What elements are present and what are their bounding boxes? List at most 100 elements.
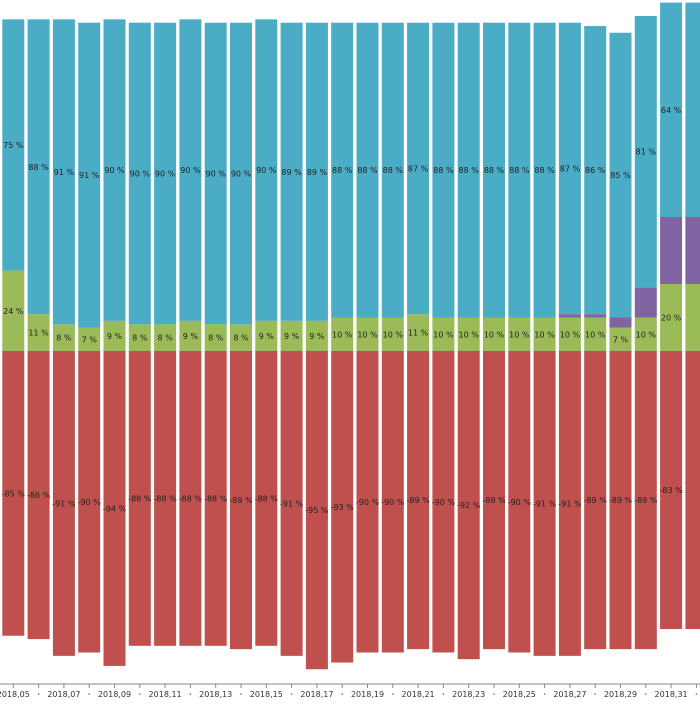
label-blue: 88 % — [332, 166, 353, 175]
label-red: -94 % — [103, 504, 127, 513]
bar-green — [103, 320, 126, 351]
label-blue: 89 % — [307, 168, 328, 177]
label-green: 8 % — [56, 334, 72, 343]
label-green: 10 % — [560, 330, 581, 339]
x-tick-dot — [290, 693, 293, 695]
label-green: 10 % — [534, 330, 555, 339]
bar-red — [230, 351, 252, 650]
label-green: 8 % — [233, 334, 249, 343]
x-axis: 2018,05 2018,07 2018,09 2018,11 2018,13 2018,… — [0, 683, 700, 699]
label-red: -91 % — [52, 499, 76, 508]
label-red: -88 % — [179, 494, 203, 503]
bar-red — [609, 351, 632, 650]
bar-blue — [558, 22, 581, 315]
bar-blue — [508, 22, 531, 318]
bars-group: 39 %59 %-84 %24 %75 %-85 %11 %88 %-86 %8… — [2, 2, 700, 670]
bar-blue — [533, 22, 556, 318]
x-tick-label: 2018,15 — [250, 690, 283, 699]
label-green: 11 % — [408, 329, 429, 338]
bar-purple — [634, 287, 657, 318]
label-red: -93 % — [331, 503, 355, 512]
label-blue: 90 % — [130, 169, 151, 178]
label-red: -91 % — [533, 499, 557, 508]
label-blue: 88 % — [357, 166, 378, 175]
label-blue: 89 % — [281, 168, 302, 177]
bar-red — [685, 351, 700, 630]
label-blue: 90 % — [104, 166, 125, 175]
label-red: -90 % — [78, 498, 102, 507]
label-red: -90 % — [432, 498, 456, 507]
label-blue: 88 % — [433, 166, 454, 175]
bar-green — [331, 317, 354, 351]
label-red: -90 % — [356, 498, 380, 507]
label-red: -88 % — [128, 494, 152, 503]
label-blue: 88 % — [509, 166, 530, 175]
label-blue: 88 % — [484, 166, 505, 175]
bar-red — [280, 351, 303, 656]
bar-red — [533, 351, 556, 656]
bar-blue — [230, 22, 252, 325]
bar-green — [356, 317, 379, 351]
bar-red — [305, 351, 328, 670]
label-red: -91 % — [280, 499, 304, 508]
bar-blue — [78, 22, 101, 328]
bar-purple — [685, 217, 700, 284]
bar-blue — [305, 22, 328, 321]
label-blue: 90 % — [155, 169, 176, 178]
label-red: -92 % — [457, 501, 481, 510]
label-green: 7 % — [82, 335, 98, 344]
bar-blue — [407, 22, 430, 315]
x-tick-label: 2018,09 — [98, 690, 131, 699]
x-tick-dot — [695, 693, 698, 695]
label-blue: 81 % — [636, 148, 657, 157]
bar-blue — [27, 19, 50, 315]
bar-green — [305, 320, 328, 351]
bar-red — [154, 351, 177, 646]
x-tick-label: 2018,17 — [300, 690, 333, 699]
label-blue: 87 % — [408, 164, 429, 173]
bar-green — [179, 320, 202, 351]
bar-green — [27, 314, 50, 351]
x-tick-dot — [645, 693, 647, 695]
label-blue: 91 % — [79, 171, 100, 180]
label-red: -83 % — [659, 486, 683, 495]
bar-green — [255, 320, 278, 351]
x-tick-dot — [442, 693, 445, 695]
label-red: -95 % — [305, 506, 329, 515]
label-red: -91 % — [558, 499, 582, 508]
bar-red — [407, 351, 430, 650]
x-tick-label: 2018,27 — [553, 690, 586, 699]
x-tick-label: 2018,23 — [452, 690, 485, 699]
label-blue: 90 % — [231, 169, 252, 178]
x-tick-dot — [139, 693, 141, 695]
x-tick-dot — [189, 693, 192, 695]
bar-blue — [103, 19, 126, 321]
bar-green — [483, 317, 505, 351]
label-blue: 88 % — [459, 166, 480, 175]
bar-blue — [457, 22, 480, 318]
label-red: -89 % — [229, 496, 253, 505]
bar-blue — [634, 16, 657, 288]
bar-blue — [356, 22, 379, 318]
bar-blue — [280, 22, 303, 321]
bar-blue — [128, 22, 151, 325]
bar-red — [457, 351, 480, 660]
label-red: -88 % — [153, 494, 177, 503]
x-tick-dot — [543, 693, 546, 695]
label-red: -89 % — [406, 496, 430, 505]
label-green: 8 % — [208, 334, 224, 343]
label-blue: 90 % — [256, 166, 277, 175]
x-tick-label: 2018,07 — [47, 690, 80, 699]
bar-red — [103, 351, 126, 666]
bar-red — [255, 351, 278, 646]
bar-red — [584, 351, 607, 650]
label-blue: 75 % — [3, 141, 24, 150]
bar-blue — [179, 19, 202, 321]
label-green: 24 % — [3, 307, 24, 316]
label-red: -89 % — [634, 496, 658, 505]
bar-green — [204, 324, 227, 351]
bar-red — [2, 351, 25, 636]
bar-green — [407, 314, 430, 351]
label-green: 10 % — [357, 330, 378, 339]
